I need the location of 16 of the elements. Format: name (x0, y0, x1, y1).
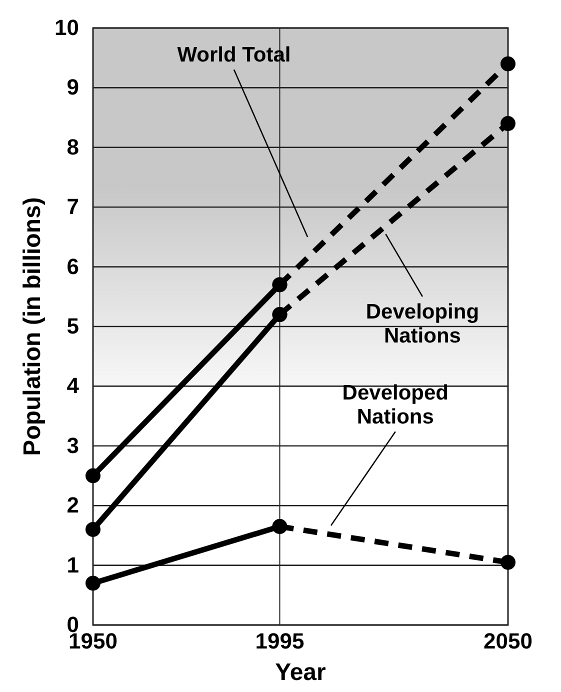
y-tick-label: 5 (66, 314, 79, 339)
y-axis-title: Population (in billions) (19, 197, 46, 456)
y-tick-label: 8 (66, 134, 79, 160)
text: Developing Nations (366, 300, 480, 348)
x-tick-label: 1995 (255, 628, 304, 654)
y-tick-label: 4 (66, 373, 80, 398)
y-tick-label: 9 (66, 74, 79, 100)
text: Developed Nations (342, 382, 448, 429)
y-tick-label: 3 (66, 432, 79, 458)
y-tick-label: 7 (66, 194, 79, 220)
x-tick-label: 2050 (484, 628, 532, 654)
x-axis-title: Year (275, 659, 326, 686)
y-tick-label: 6 (66, 254, 79, 279)
y-tick-label: 1 (66, 552, 79, 578)
y-tick-label: 2 (66, 492, 79, 518)
y-tick-label: 10 (54, 15, 79, 40)
